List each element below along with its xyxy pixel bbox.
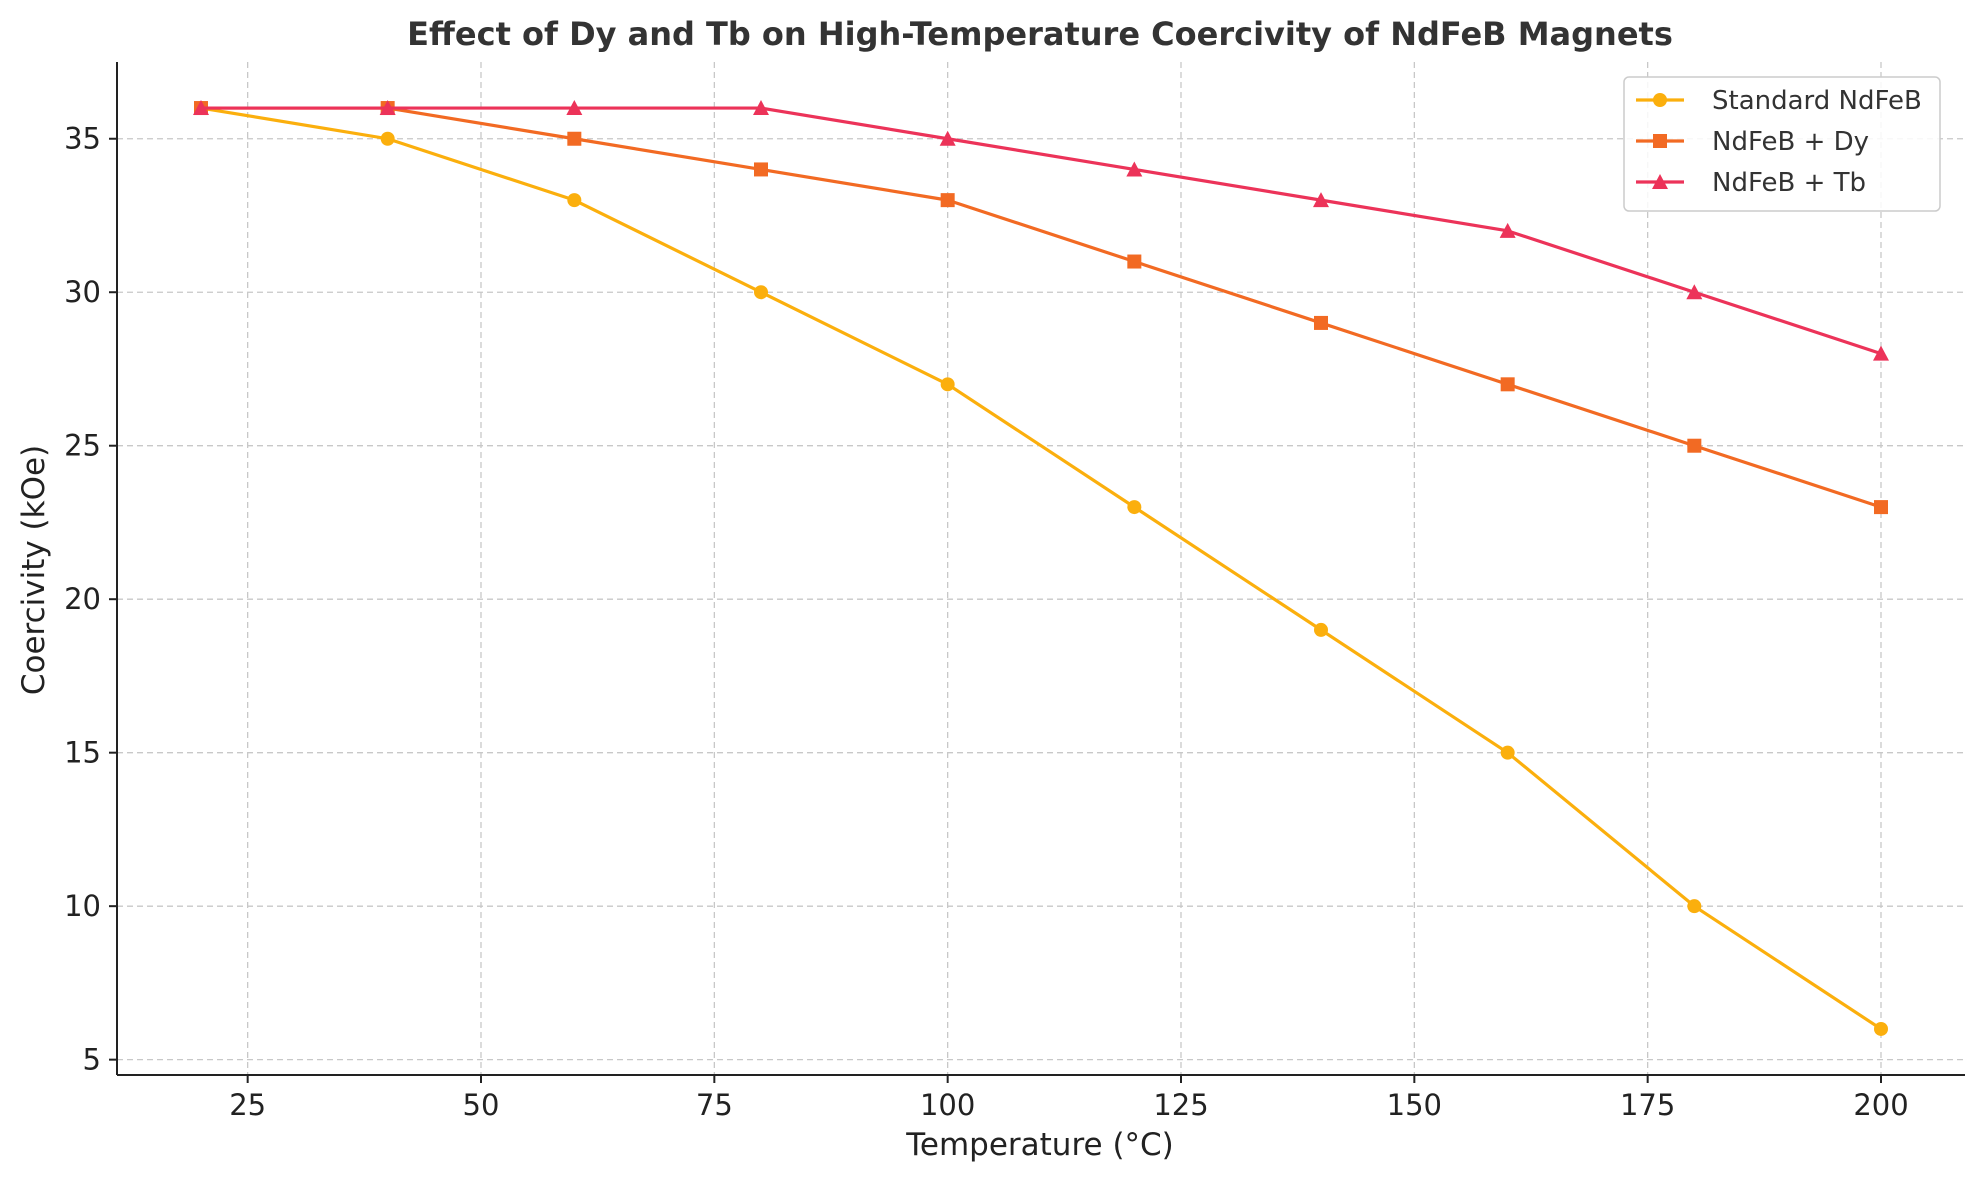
data-point-triangle <box>939 130 956 146</box>
y-tick-label: 20 <box>64 582 101 616</box>
axes-spines <box>116 62 1965 1076</box>
legend-label: NdFeB + Tb <box>1712 168 1866 198</box>
legend-entry: NdFeB + Tb <box>1636 168 1866 198</box>
y-tick-label: 30 <box>64 275 101 309</box>
series-line <box>201 106 1882 509</box>
y-axis-label: Coercivity (kOe) <box>16 445 52 695</box>
legend-marker-square <box>1653 134 1667 148</box>
series-circle <box>194 101 1888 1036</box>
data-point-square <box>1500 377 1515 392</box>
x-tick-label: 50 <box>463 1088 500 1122</box>
chart-title: Effect of Dy and Tb on High-Temperature … <box>407 15 1673 53</box>
data-point-square <box>1127 254 1142 269</box>
x-tick-label: 100 <box>920 1088 975 1122</box>
grid-lines <box>117 62 1965 1075</box>
data-point-circle <box>1874 1021 1888 1036</box>
data-series <box>193 100 1889 1036</box>
data-point-circle <box>1687 899 1702 914</box>
legend-marker-triangle <box>1652 174 1668 189</box>
data-point-circle <box>1500 745 1515 760</box>
data-point-circle <box>567 193 582 208</box>
data-point-square <box>567 131 582 146</box>
x-tick-label: 25 <box>229 1088 266 1122</box>
data-point-triangle <box>1686 284 1703 300</box>
x-tick-label: 200 <box>1853 1088 1908 1122</box>
data-point-square <box>754 162 768 177</box>
data-point-triangle <box>1499 222 1516 238</box>
axis-ticks: 25 50 75 100 125 150 175 200 5 10 15 20 25 30 35 <box>64 122 1909 1122</box>
series-line <box>200 106 1882 1031</box>
data-point-triangle <box>1126 161 1143 177</box>
data-point-triangle <box>1313 192 1329 208</box>
x-axis-label: Temperature (°C) <box>905 1127 1174 1163</box>
data-point-circle <box>754 285 768 300</box>
y-tick-label: 15 <box>64 736 101 770</box>
x-tick-label: 75 <box>696 1088 733 1122</box>
y-tick-label: 35 <box>64 122 101 156</box>
data-point-square <box>1314 315 1328 330</box>
data-point-square <box>1687 438 1702 453</box>
data-point-square <box>940 193 955 208</box>
y-tick-label: 5 <box>83 1043 101 1077</box>
data-point-square <box>1874 500 1888 515</box>
y-tick-label: 25 <box>64 429 101 463</box>
legend-label: NdFeB + Dy <box>1712 127 1869 157</box>
data-point-triangle <box>379 100 396 116</box>
legend-marker-circle <box>1653 93 1667 107</box>
data-point-triangle <box>193 100 209 116</box>
legend-frame <box>1623 76 1941 212</box>
data-point-triangle <box>753 100 769 116</box>
legend-entry: Standard NdFeB <box>1636 86 1922 116</box>
series-line <box>201 106 1882 356</box>
data-point-circle <box>1127 500 1142 515</box>
data-point-circle <box>940 377 955 392</box>
x-tick-label: 125 <box>1153 1088 1208 1122</box>
legend: Standard NdFeB NdFeB + Dy NdFeB + Tb <box>1623 76 1941 212</box>
x-tick-label: 150 <box>1387 1088 1442 1122</box>
x-tick-label: 175 <box>1620 1088 1675 1122</box>
data-point-circle <box>380 131 395 146</box>
legend-entry: NdFeB + Dy <box>1636 127 1869 157</box>
series-triangle <box>193 100 1889 361</box>
data-point-circle <box>1314 622 1328 637</box>
legend-label: Standard NdFeB <box>1712 86 1922 116</box>
y-tick-label: 10 <box>64 889 101 923</box>
data-point-triangle <box>566 100 583 116</box>
data-point-triangle <box>1873 345 1889 361</box>
